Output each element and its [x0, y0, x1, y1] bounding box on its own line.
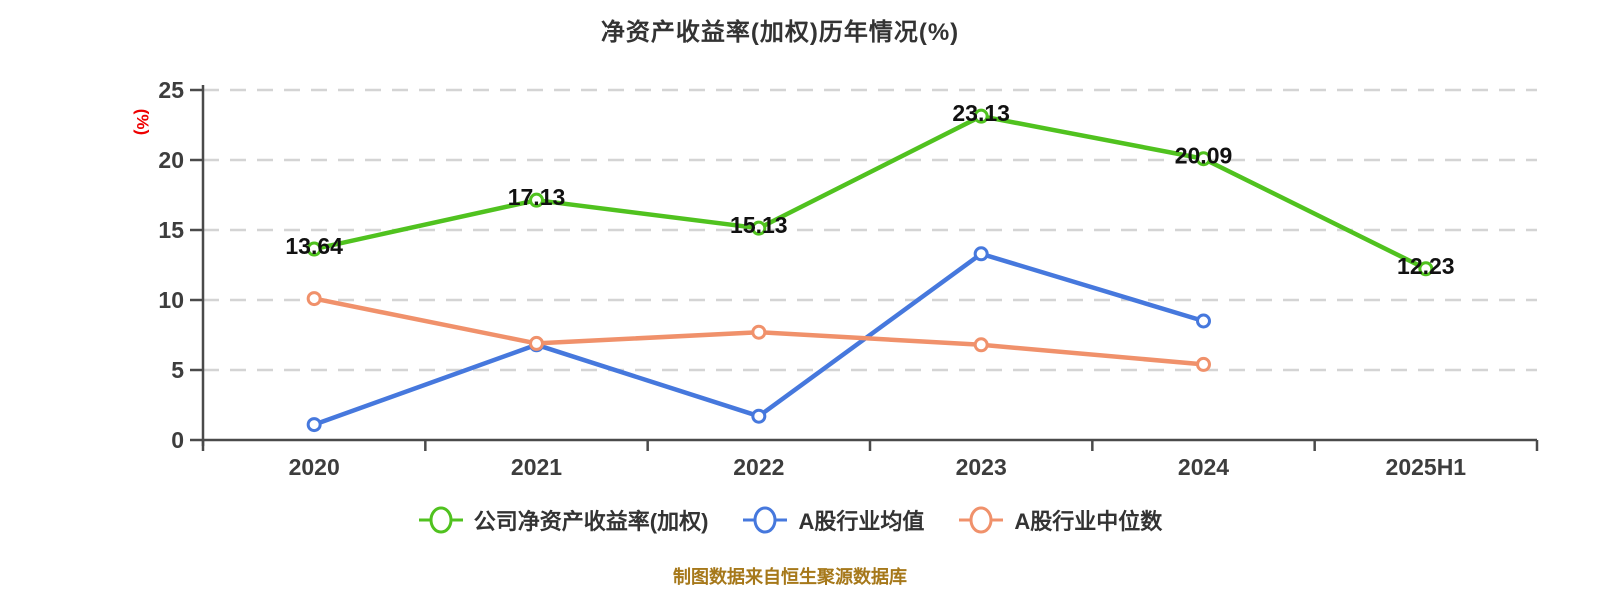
legend-item-industry-mean[interactable]: A股行业均值 [742, 504, 924, 536]
y-tick-label-25: 25 [158, 77, 184, 103]
data-label-2022: 15.13 [730, 212, 788, 238]
data-label-2020: 13.64 [285, 233, 343, 259]
y-tick-label-0: 0 [171, 427, 184, 453]
legend-marker-industry-median-icon [959, 506, 1004, 534]
series-1-point [1196, 313, 1211, 329]
series-2-point [529, 335, 544, 351]
chart-title: 净资产收益率(加权)历年情况(%) [600, 19, 960, 46]
series-0-point [973, 108, 989, 124]
series-2-point [1196, 356, 1211, 372]
series-1-point [751, 408, 767, 424]
y-tick-label-5: 5 [171, 357, 184, 383]
legend-item-industry-median[interactable]: A股行业中位数 [958, 504, 1162, 536]
series-2-point [973, 337, 989, 353]
data-label-2024: 20.09 [1175, 143, 1233, 169]
y-tick-label-15: 15 [158, 217, 184, 243]
x-tick-label-2020: 2020 [289, 454, 340, 480]
series-0-point [1196, 151, 1211, 167]
series-0-point [751, 220, 767, 236]
data-label-2025H1: 12.23 [1397, 253, 1455, 279]
data-label-2021: 17.13 [508, 184, 566, 210]
series-2-point [751, 324, 767, 340]
legend-marker-industry-mean-icon [743, 506, 788, 534]
series-0-point [306, 241, 322, 257]
series-1-point [306, 417, 322, 433]
y-tick-label-20: 20 [158, 147, 184, 173]
data-source-note: 制图数据来自恒生聚源数据库 [673, 567, 907, 587]
legend: 公司净资产收益率(加权) A股行业均值 A股行业中位数 [0, 504, 1580, 536]
series-0-point [1418, 261, 1434, 277]
legend-item-company-roe[interactable]: 公司净资产收益率(加权) [418, 504, 709, 536]
x-tick-label-2024: 2024 [1178, 454, 1229, 480]
series-1-point [973, 246, 989, 262]
series-line-0 [311, 113, 1429, 272]
legend-label-company-roe: 公司净资产收益率(加权) [473, 509, 709, 534]
series-2-point [306, 291, 322, 307]
data-label-2023: 23.13 [952, 100, 1010, 126]
legend-marker-company-roe-icon [418, 506, 463, 534]
x-tick-label-2021: 2021 [511, 454, 562, 480]
legend-label-industry-median: A股行业中位数 [1014, 509, 1163, 534]
legend-label-industry-mean: A股行业均值 [798, 509, 925, 534]
y-tick-label-10: 10 [158, 287, 184, 313]
x-tick-label-2023: 2023 [956, 454, 1007, 480]
x-tick-label-2025H1: 2025H1 [1386, 454, 1467, 480]
series-0-point [529, 192, 544, 208]
x-tick-label-2022: 2022 [733, 454, 784, 480]
